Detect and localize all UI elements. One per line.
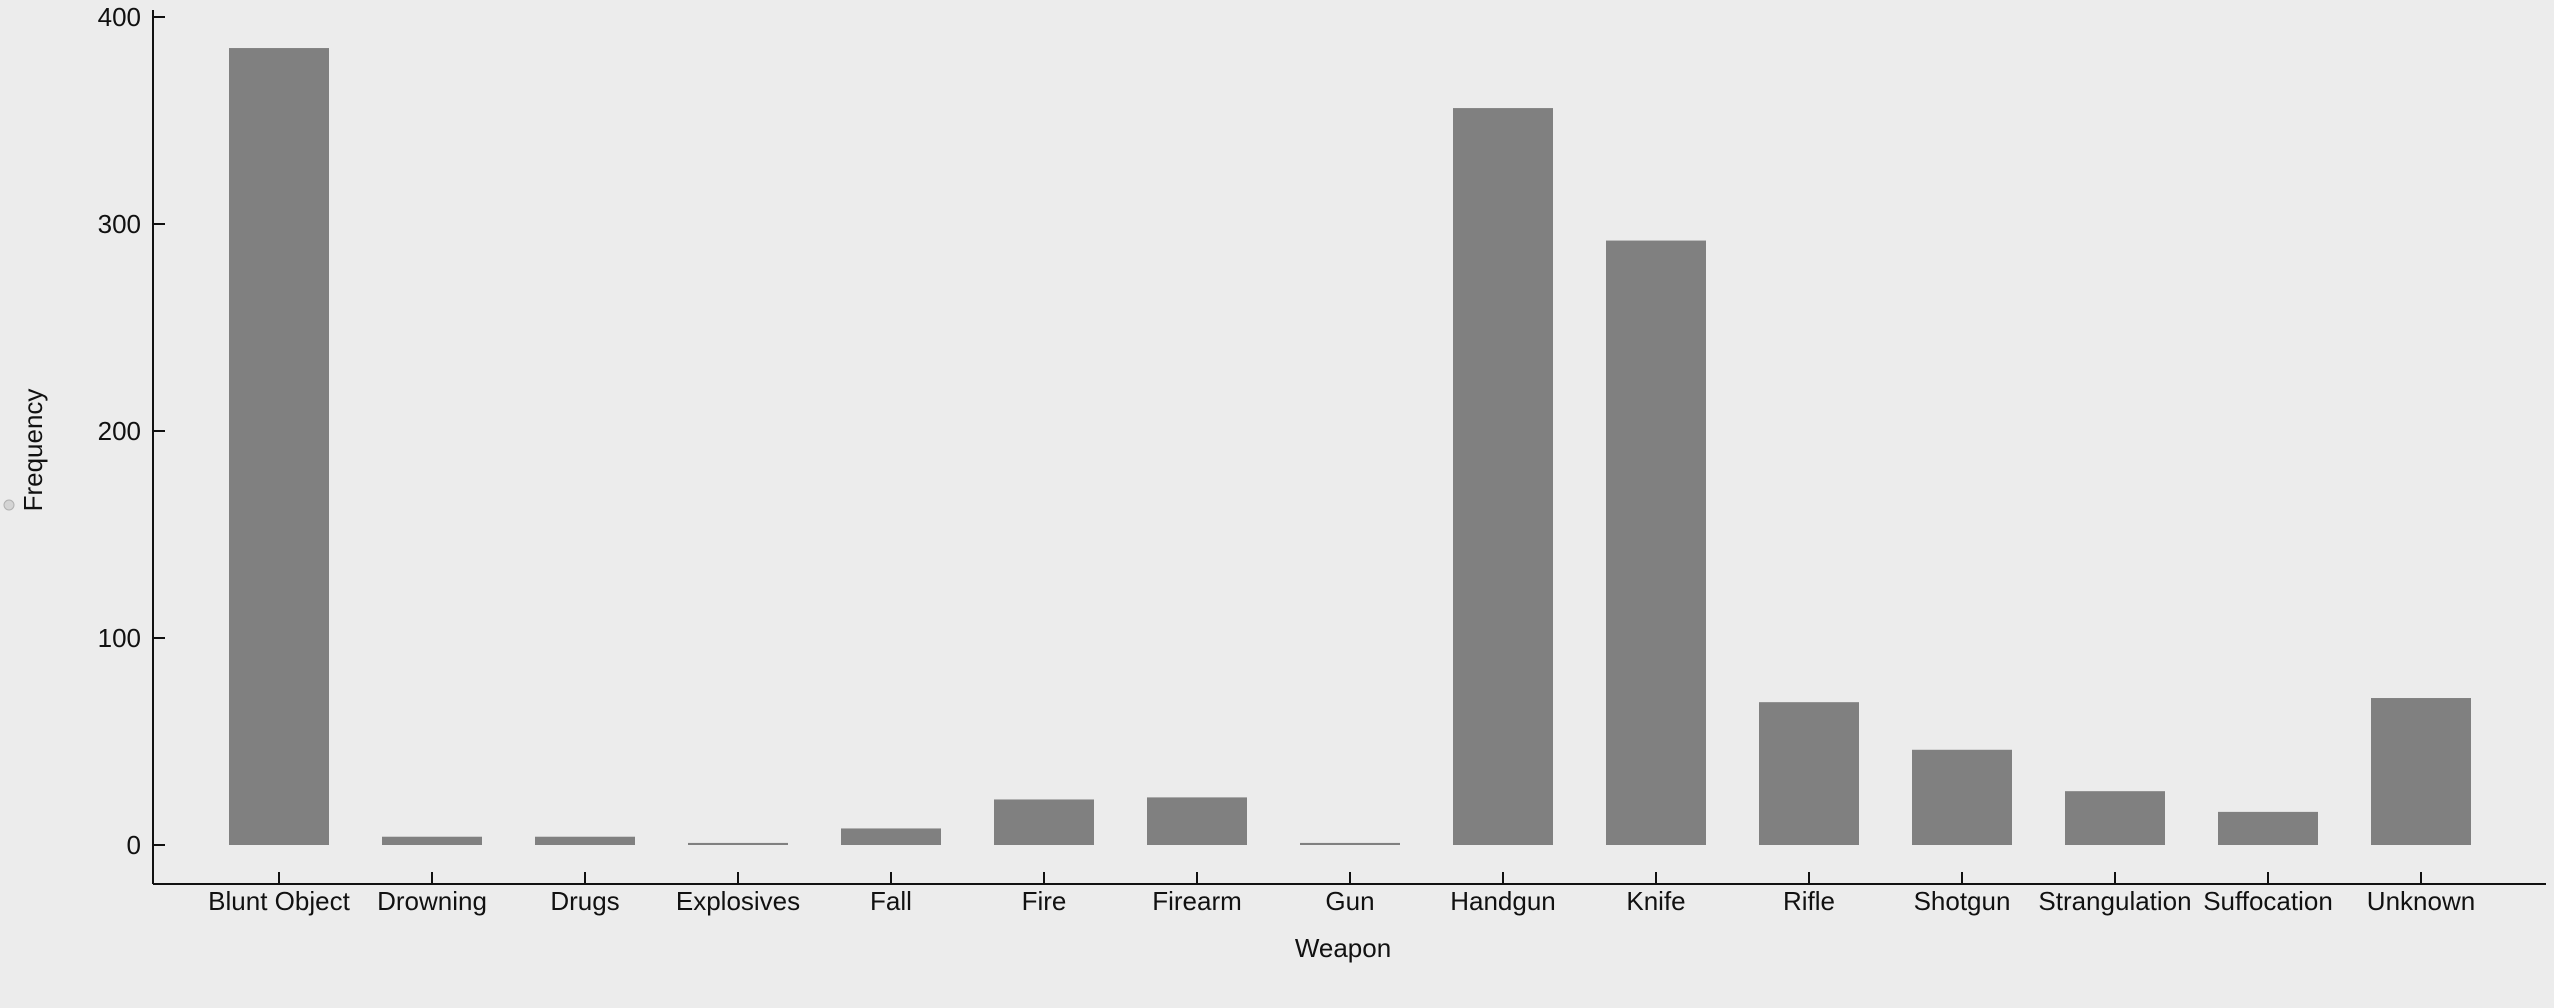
x-tick-label: Gun bbox=[1325, 886, 1374, 916]
bar-strangulation bbox=[2065, 791, 2165, 845]
x-tick-label: Fall bbox=[870, 886, 912, 916]
x-ticks: Blunt Object Drowning Drugs Explosives Fall F… bbox=[208, 872, 2475, 916]
y-tick-label: 200 bbox=[98, 416, 141, 446]
x-tick-label: Suffocation bbox=[2203, 886, 2333, 916]
bar-explosives bbox=[688, 842, 788, 845]
y-tick-label: 400 bbox=[98, 2, 141, 32]
y-tick-label: 100 bbox=[98, 623, 141, 653]
bar-suffocation bbox=[2218, 811, 2318, 845]
y-tick-label: 0 bbox=[127, 830, 141, 860]
bar-drugs bbox=[535, 836, 635, 845]
x-tick-label: Explosives bbox=[676, 886, 800, 916]
x-tick-label: Strangulation bbox=[2038, 886, 2191, 916]
x-axis-title: Weapon bbox=[1295, 933, 1391, 963]
bar-knife bbox=[1606, 240, 1706, 845]
x-tick-label: Firearm bbox=[1152, 886, 1242, 916]
x-tick-label: Knife bbox=[1626, 886, 1685, 916]
x-tick-label: Handgun bbox=[1450, 886, 1556, 916]
bar-fire bbox=[994, 799, 1094, 845]
x-tick-label: Drugs bbox=[550, 886, 619, 916]
bars-layer bbox=[229, 48, 2471, 846]
bar-gun bbox=[1300, 842, 1400, 845]
x-tick-label: Rifle bbox=[1783, 886, 1835, 916]
bar-drowning bbox=[382, 836, 482, 845]
y-tick-label: 300 bbox=[98, 209, 141, 239]
bar-firearm bbox=[1147, 797, 1247, 845]
y-axis-title: Frequency bbox=[18, 389, 48, 512]
axes-layer bbox=[152, 10, 2546, 885]
x-tick-label: Shotgun bbox=[1914, 886, 2011, 916]
bar-unknown bbox=[2371, 698, 2471, 845]
bar-shotgun bbox=[1912, 749, 2012, 845]
x-tick-label: Drowning bbox=[377, 886, 487, 916]
bar-handgun bbox=[1453, 108, 1553, 845]
bar-rifle bbox=[1759, 702, 1859, 845]
bar-fall bbox=[841, 828, 941, 845]
x-tick-label: Unknown bbox=[2367, 886, 2475, 916]
axis-drag-handle-icon[interactable] bbox=[3, 499, 15, 511]
x-tick-label: Blunt Object bbox=[208, 886, 350, 916]
y-ticks: 0 100 200 300 400 bbox=[98, 2, 165, 860]
x-tick-label: Fire bbox=[1022, 886, 1067, 916]
bar-blunt-object bbox=[229, 48, 329, 846]
